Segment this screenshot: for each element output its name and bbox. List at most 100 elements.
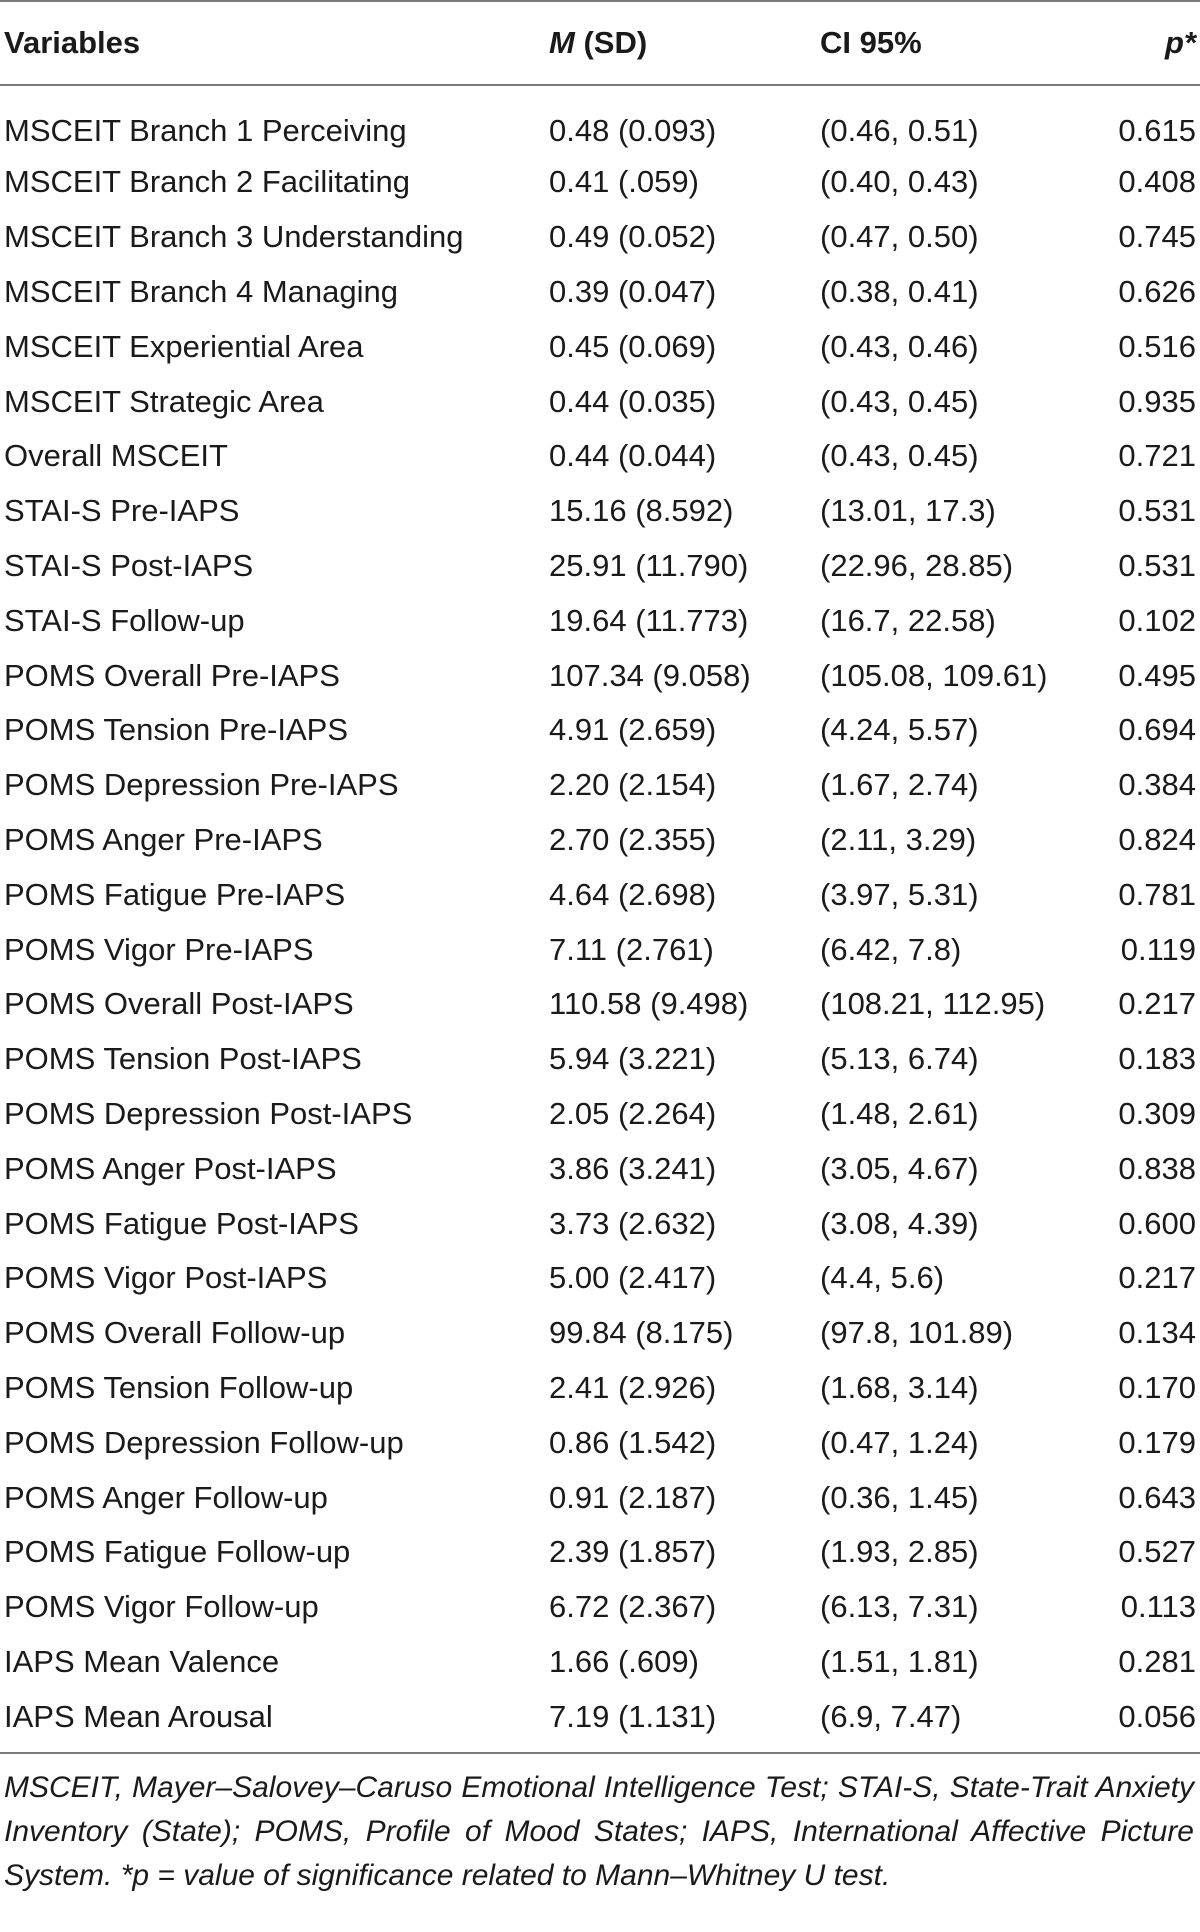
header-sd-label: (SD) — [574, 25, 648, 60]
cell-variable: MSCEIT Branch 3 Understanding — [4, 219, 464, 255]
table-row: POMS Depression Pre-IAPS 2.20 (2.154) (1.6… — [0, 758, 1200, 813]
table-row: STAI-S Follow-up 19.64 (11.773) (16.7, 22.… — [0, 593, 1200, 648]
table-row: POMS Tension Follow-up 2.41 (2.926) (1.68,… — [0, 1361, 1200, 1416]
cell-mean-sd: 2.20 (2.154) — [549, 767, 717, 803]
header-ci: CI 95% — [816, 0, 1112, 86]
table-row: POMS Fatigue Follow-up 2.39 (1.857) (1.93,… — [0, 1525, 1200, 1580]
cell-p-value: 0.170 — [1118, 1369, 1196, 1405]
cell-ci: (22.96, 28.85) — [820, 547, 1014, 583]
table-row: STAI-S Pre-IAPS 15.16 (8.592) (13.01, 17.3… — [0, 484, 1200, 539]
cell-ci: (1.51, 1.81) — [820, 1643, 979, 1679]
table-row: POMS Tension Pre-IAPS 4.91 (2.659) (4.24, … — [0, 703, 1200, 758]
cell-ci: (5.13, 6.74) — [820, 1041, 979, 1077]
cell-ci: (0.46, 0.51) — [820, 112, 979, 148]
cell-p-value: 0.179 — [1118, 1424, 1196, 1460]
cell-ci: (3.97, 5.31) — [820, 876, 979, 912]
cell-variable: MSCEIT Branch 1 Perceiving — [4, 112, 407, 148]
table-row: MSCEIT Branch 4 Managing 0.39 (0.047) (0.3… — [0, 265, 1200, 320]
table-row: POMS Vigor Pre-IAPS 7.11 (2.761) (6.42, 7.… — [0, 922, 1200, 977]
cell-p-value: 0.781 — [1118, 876, 1196, 912]
table-row: MSCEIT Branch 3 Understanding 0.49 (0.052… — [0, 210, 1200, 265]
cell-variable: POMS Vigor Post-IAPS — [4, 1260, 328, 1296]
cell-variable: POMS Depression Pre-IAPS — [4, 767, 399, 803]
table-row: POMS Overall Pre-IAPS 107.34 (9.058) (105.… — [0, 648, 1200, 703]
table-row: POMS Anger Pre-IAPS 2.70 (2.355) (2.11, 3.… — [0, 813, 1200, 868]
cell-variable: MSCEIT Branch 4 Managing — [4, 273, 399, 309]
cell-p-value: 0.615 — [1118, 112, 1196, 148]
cell-p-value: 0.113 — [1120, 1589, 1196, 1625]
header-p-value: p* — [1112, 0, 1200, 86]
cell-ci: (0.43, 0.46) — [820, 328, 979, 364]
table-row: POMS Depression Follow-up 0.86 (1.542) (0.… — [0, 1415, 1200, 1470]
cell-p-value: 0.309 — [1118, 1095, 1196, 1131]
cell-variable: POMS Fatigue Post-IAPS — [4, 1205, 359, 1241]
cell-variable: POMS Tension Pre-IAPS — [4, 712, 349, 748]
cell-mean-sd: 3.73 (2.632) — [549, 1205, 717, 1241]
cell-mean-sd: 25.91 (11.790) — [549, 547, 749, 583]
table-row: MSCEIT Branch 2 Facilitating 0.41 (.059) (… — [0, 155, 1200, 210]
cell-ci: (6.9, 7.47) — [820, 1699, 962, 1735]
table-header: Variables M (SD) CI 95% p* — [0, 0, 1200, 86]
cell-variable: STAI-S Follow-up — [4, 602, 245, 638]
cell-variable: POMS Anger Post-IAPS — [4, 1150, 337, 1186]
cell-mean-sd: 0.41 (.059) — [549, 164, 699, 200]
cell-mean-sd: 0.86 (1.542) — [549, 1424, 717, 1460]
cell-ci: (0.43, 0.45) — [820, 438, 979, 474]
cell-ci: (3.08, 4.39) — [820, 1205, 979, 1241]
cell-variable: POMS Depression Follow-up — [4, 1424, 404, 1460]
cell-mean-sd: 4.64 (2.698) — [549, 876, 717, 912]
cell-ci: (6.13, 7.31) — [820, 1589, 979, 1625]
table-footnote: MSCEIT, Mayer–Salovey–Caruso Emotional I… — [4, 1771, 1194, 1892]
cell-p-value: 0.119 — [1120, 931, 1196, 967]
cell-variable: POMS Overall Pre-IAPS — [4, 657, 340, 693]
cell-mean-sd: 110.58 (9.498) — [549, 986, 749, 1022]
table-row: POMS Depression Post-IAPS 2.05 (2.264) (1.… — [0, 1087, 1200, 1142]
cell-ci: (2.11, 3.29) — [820, 821, 977, 857]
cell-ci: (1.67, 2.74) — [820, 767, 979, 803]
cell-p-value: 0.056 — [1118, 1699, 1196, 1735]
cell-variable: POMS Tension Post-IAPS — [4, 1041, 362, 1077]
cell-mean-sd: 15.16 (8.592) — [549, 493, 734, 529]
cell-ci: (0.47, 1.24) — [820, 1424, 979, 1460]
cell-p-value: 0.626 — [1118, 273, 1196, 309]
cell-ci: (0.43, 0.45) — [820, 383, 979, 419]
header-row: Variables M (SD) CI 95% p* — [0, 0, 1200, 86]
cell-p-value: 0.134 — [1118, 1315, 1196, 1351]
cell-mean-sd: 5.00 (2.417) — [549, 1260, 717, 1296]
cell-variable: MSCEIT Strategic Area — [4, 383, 324, 419]
statistics-table: Variables M (SD) CI 95% p* MSCEIT Branch… — [0, 0, 1200, 1755]
cell-variable: MSCEIT Experiential Area — [4, 328, 364, 364]
cell-variable: POMS Fatigue Pre-IAPS — [4, 876, 346, 912]
cell-variable: STAI-S Post-IAPS — [4, 547, 254, 583]
table-row: POMS Anger Post-IAPS 3.86 (3.241) (3.05, 4… — [0, 1141, 1200, 1196]
cell-ci: (108.21, 112.95) — [820, 986, 1046, 1022]
cell-mean-sd: 2.70 (2.355) — [549, 821, 717, 857]
table-row: MSCEIT Strategic Area 0.44 (0.035) (0.43, … — [0, 374, 1200, 429]
table-row: IAPS Mean Arousal 7.19 (1.131) (6.9, 7.47)… — [0, 1689, 1200, 1755]
cell-variable: IAPS Mean Arousal — [4, 1699, 273, 1735]
table-row: IAPS Mean Valence 1.66 (.609) (1.51, 1.81)… — [0, 1635, 1200, 1690]
cell-ci: (0.38, 0.41) — [820, 273, 979, 309]
cell-p-value: 0.531 — [1118, 547, 1196, 583]
cell-mean-sd: 0.39 (0.047) — [549, 273, 717, 309]
header-mean-sd: M (SD) — [545, 0, 816, 86]
cell-mean-sd: 2.41 (2.926) — [549, 1369, 717, 1405]
cell-p-value: 0.495 — [1118, 657, 1196, 693]
table-row: POMS Anger Follow-up 0.91 (2.187) (0.36, 1… — [0, 1470, 1200, 1525]
cell-p-value: 0.694 — [1118, 712, 1196, 748]
cell-ci: (0.40, 0.43) — [820, 164, 979, 200]
table-row: MSCEIT Experiential Area 0.45 (0.069) (0.4… — [0, 319, 1200, 374]
cell-mean-sd: 3.86 (3.241) — [549, 1150, 717, 1186]
cell-ci: (4.4, 5.6) — [820, 1260, 945, 1296]
cell-variable: POMS Anger Follow-up — [4, 1479, 328, 1515]
cell-variable: POMS Tension Follow-up — [4, 1369, 354, 1405]
table-bottom-rule — [0, 1752, 1200, 1754]
cell-ci: (13.01, 17.3) — [820, 493, 996, 529]
table-row: POMS Fatigue Pre-IAPS 4.64 (2.698) (3.97, … — [0, 867, 1200, 922]
cell-variable: POMS Vigor Follow-up — [4, 1589, 319, 1625]
table-row: POMS Overall Follow-up 99.84 (8.175) (97.8… — [0, 1306, 1200, 1361]
cell-mean-sd: 7.19 (1.131) — [549, 1699, 717, 1735]
cell-p-value: 0.935 — [1118, 383, 1196, 419]
cell-p-value: 0.531 — [1118, 493, 1196, 529]
